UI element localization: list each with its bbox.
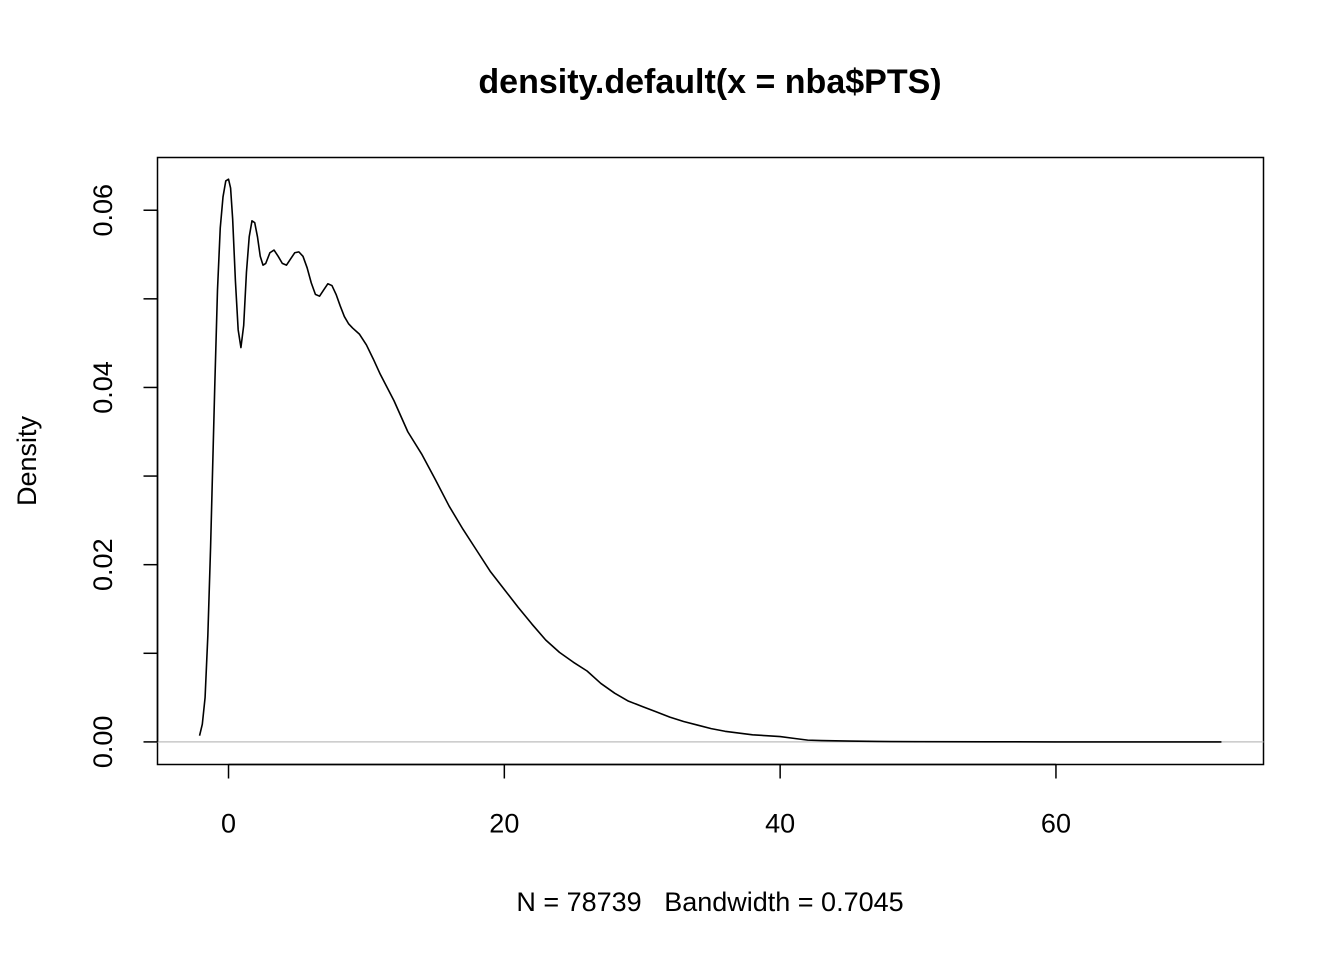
x-tick-label: 40 (765, 809, 795, 839)
y-tick-label: 0.02 (88, 538, 118, 591)
x-axis-label: N = 78739 Bandwidth = 0.7045 (516, 887, 903, 917)
chart-title: density.default(x = nba$PTS) (478, 63, 941, 101)
density-curve (198, 178, 1222, 743)
y-axis: 0.00 0.02 0.04 0.06 (88, 184, 159, 769)
y-tick-label: 0.04 (88, 361, 118, 414)
y-tick-label: 0.00 (88, 716, 118, 769)
y-axis-label: Density (12, 415, 42, 506)
x-axis: 0 20 40 60 (221, 763, 1071, 839)
x-tick-label: 20 (489, 809, 519, 839)
x-tick-label: 60 (1041, 809, 1071, 839)
y-tick-label: 0.06 (88, 184, 118, 237)
x-tick-label: 0 (221, 809, 236, 839)
plot-frame (156, 156, 1265, 766)
